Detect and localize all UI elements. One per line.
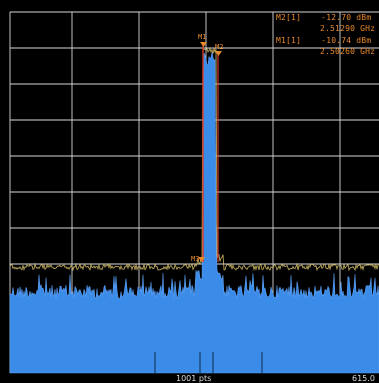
points-label: 1001 pts [176,374,212,383]
marker-m1-id: M1[1] [276,36,302,45]
marker-m2-freq: 2.51290 GHz [320,24,376,33]
trace-yellow-maxhold [9,47,379,272]
marker-m2-tag[interactable]: M2 [215,43,224,51]
trace-blue-fill [9,52,379,374]
stop-frequency: 615.0 [352,374,375,383]
marker-m1-tag[interactable]: M1 [198,33,207,41]
marker-readout-m1: M1[1] -10.74 dBm [276,36,371,46]
marker-m3-tag[interactable]: M3 [191,255,200,263]
down-triangle-icon [198,257,205,262]
marker-m1-freq: 2.50260 GHz [320,47,376,56]
down-triangle-icon [215,51,222,56]
marker-readout-m2: M2[1] -12.70 dBm [276,13,371,23]
marker-m2-level: -12.70 dBm [321,13,372,22]
down-triangle-icon [200,42,207,47]
marker-readout-m2-freq: 2.51290 GHz [320,24,375,34]
marker-readout-m1-freq: 2.50260 GHz [320,47,375,57]
marker-m2-id: M2[1] [276,13,302,22]
marker-m1-level: -10.74 dBm [321,36,372,45]
